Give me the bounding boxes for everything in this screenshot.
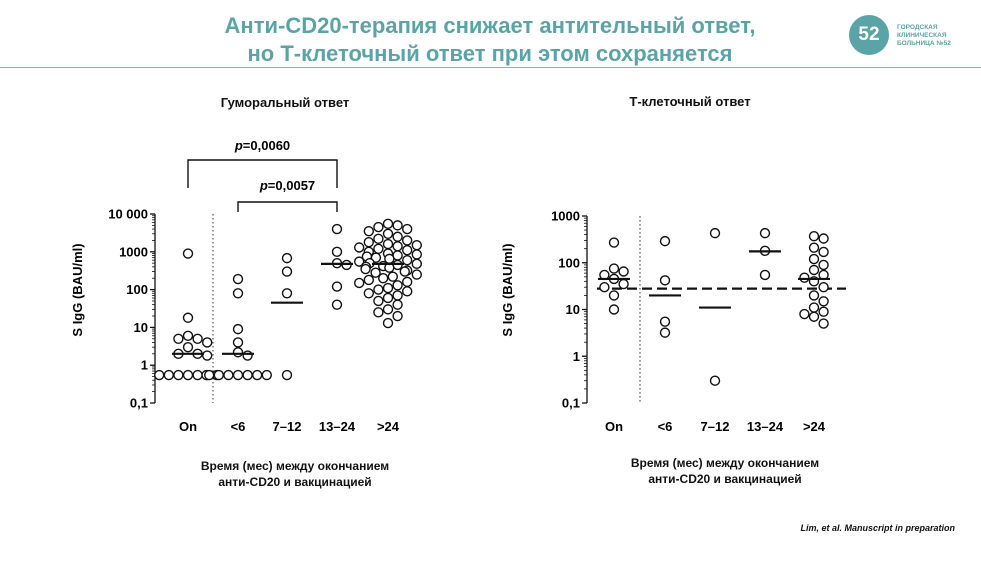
tcell-data-point <box>610 264 619 273</box>
tcell-data-point <box>810 291 819 300</box>
tcell-data-point <box>661 237 670 246</box>
tcell-data-point <box>661 317 670 326</box>
tcell-data-point <box>761 270 770 279</box>
tcell-data-point <box>800 273 809 282</box>
tcell-data-point <box>610 238 619 247</box>
tcell-y-tick-label: 1000 <box>551 209 580 224</box>
tcell-data-point <box>619 267 628 276</box>
humoral-x-axis-label-line-1: Время (мес) между окончанием <box>160 458 430 474</box>
tcell-y-tick-label: 100 <box>558 255 580 270</box>
tcell-data-point <box>610 305 619 314</box>
tcell-y-tick-label: 0,1 <box>562 396 580 411</box>
tcell-data-point <box>619 280 628 289</box>
citation: Lim, et al. Manuscript in preparation <box>800 523 955 533</box>
tcell-x-tick-label: <6 <box>658 419 673 434</box>
tcell-x-axis-label: Время (мес) между окончанием анти-CD20 и… <box>590 455 860 487</box>
tcell-y-axis-label: S IgG (BAU/ml) <box>500 243 515 336</box>
tcell-data-point <box>810 243 819 252</box>
tcell-data-point <box>819 234 828 243</box>
tcell-data-point <box>810 312 819 321</box>
tcell-data-point <box>810 232 819 241</box>
tcell-data-point <box>810 303 819 312</box>
tcell-x-axis-label-line-2: анти-CD20 и вакцинацией <box>590 471 860 487</box>
tcell-data-point <box>819 283 828 292</box>
tcell-data-point <box>610 291 619 300</box>
tcell-data-point <box>800 310 809 319</box>
tcell-data-point <box>810 265 819 274</box>
tcell-data-point <box>819 247 828 256</box>
tcell-data-point <box>661 276 670 285</box>
tcell-data-point <box>819 307 828 316</box>
tcell-x-tick-label: 7–12 <box>701 419 730 434</box>
tcell-x-axis-label-line-1: Время (мес) между окончанием <box>590 455 860 471</box>
tcell-data-point <box>819 260 828 269</box>
tcell-x-tick-label: 13–24 <box>747 419 784 434</box>
tcell-data-point <box>761 229 770 238</box>
tcell-x-tick-label: >24 <box>803 419 826 434</box>
tcell-data-point <box>810 255 819 264</box>
tcell-data-point <box>661 328 670 337</box>
tcell-y-tick-label: 10 <box>566 302 580 317</box>
humoral-x-axis-label-line-2: анти-CD20 и вакцинацией <box>160 474 430 490</box>
tcell-y-tick-label: 1 <box>573 349 580 364</box>
tcell-data-point <box>711 229 720 238</box>
tcell-data-point <box>819 297 828 306</box>
tcell-data-point <box>819 319 828 328</box>
tcell-data-point <box>711 376 720 385</box>
tcell-x-tick-label: On <box>605 419 623 434</box>
humoral-x-axis-label: Время (мес) между окончанием анти-CD20 и… <box>160 458 430 490</box>
tcell-data-point <box>600 283 609 292</box>
